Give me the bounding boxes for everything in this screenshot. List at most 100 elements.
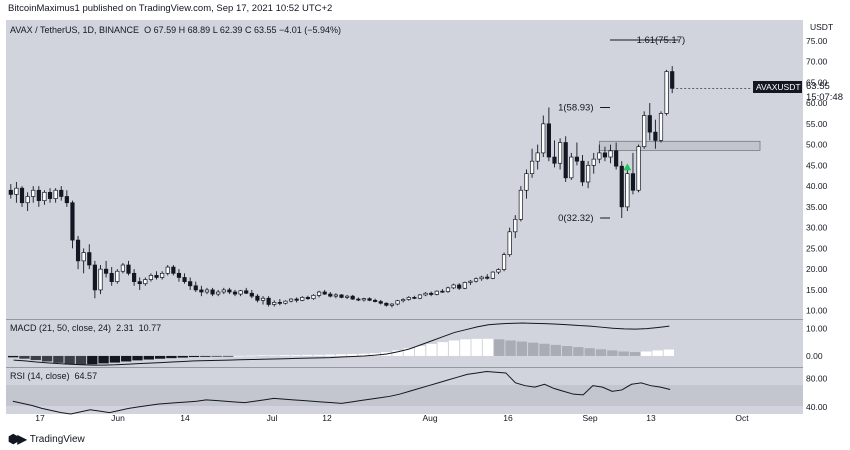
candle (558, 138, 563, 170)
rsi-legend: RSI (14, close) 64.57 (10, 371, 97, 381)
macd-histogram-bar (414, 345, 426, 356)
candle (384, 302, 389, 307)
fib-level-label: 1(58.93) (558, 102, 593, 113)
macd-legend-v1: 2.31 (116, 323, 134, 333)
candle-body (642, 115, 647, 148)
candle (244, 287, 249, 295)
candle-body (232, 291, 238, 295)
candle-body (316, 291, 322, 296)
macd-histogram-bar (347, 354, 358, 356)
candle (42, 190, 47, 205)
price-axis-tick-label: 35.00 (806, 202, 828, 212)
candle (64, 190, 69, 207)
candle-body (75, 239, 81, 262)
macd-histogram-bar (121, 355, 132, 362)
candle-body (339, 294, 344, 298)
candle (216, 289, 221, 297)
macd-histogram-bar (482, 338, 494, 356)
macd-histogram-bar (460, 339, 471, 356)
macd-histogram-bar (663, 349, 674, 356)
candle-body (272, 302, 277, 305)
candle-body (580, 160, 585, 183)
candle (171, 265, 176, 276)
candle (81, 248, 86, 274)
candle (188, 277, 193, 290)
macd-histogram-bar (607, 350, 618, 356)
macd-histogram-bar (245, 355, 256, 357)
candle (165, 265, 170, 276)
rsi-band (6, 385, 803, 406)
candle-body (614, 150, 619, 167)
candle (440, 289, 445, 293)
candle-body (574, 156, 579, 162)
candle (266, 296, 271, 307)
macd-histogram-bar (539, 343, 550, 356)
candle (468, 279, 473, 285)
candle-body (59, 189, 64, 197)
candle (92, 260, 97, 299)
candle-body (670, 71, 675, 89)
candle-body (552, 156, 557, 164)
candle-body (311, 294, 316, 300)
candle (501, 252, 507, 272)
candle-body (277, 302, 282, 304)
axis-unit-label: USDT (810, 22, 834, 32)
time-axis-tick-label: 13 (646, 413, 656, 423)
macd-histogram-bar (200, 355, 211, 357)
macd-histogram-bar (629, 352, 641, 356)
rsi-legend-title[interactable]: RSI (14, close) (10, 371, 70, 381)
candle-body (126, 264, 131, 274)
candle-body (193, 285, 198, 291)
candle (277, 299, 282, 306)
candle-body (216, 291, 221, 295)
candle-body (244, 290, 249, 294)
candle (260, 296, 266, 305)
candle (586, 161, 591, 189)
pane-separator (6, 319, 803, 320)
candle (232, 289, 238, 297)
candle (597, 144, 602, 164)
candle (333, 293, 338, 299)
price-axis-tick-label: 25.00 (806, 243, 828, 253)
candle (199, 285, 204, 297)
candle-body (367, 298, 372, 301)
candle (283, 300, 288, 305)
macd-histogram-bar (222, 355, 234, 357)
candle (204, 287, 210, 295)
macd-axis-tick-label: 10.00 (806, 323, 828, 333)
candle-body (653, 131, 658, 141)
candle-body (8, 189, 13, 195)
candle-body (182, 277, 187, 282)
candle-body (546, 123, 551, 158)
candle (322, 289, 327, 295)
candle (485, 274, 490, 280)
candle-body (148, 275, 154, 280)
macd-histogram-bar (109, 355, 121, 363)
candle (524, 169, 529, 199)
candle-body (485, 276, 490, 279)
candle (658, 111, 664, 143)
candle-body (423, 292, 428, 296)
price-tag-symbol: AVAXUSDT (753, 81, 802, 93)
candle-body (664, 71, 669, 114)
macd-histogram-bar (256, 355, 268, 356)
candle-body (658, 113, 664, 141)
price-axis-tick-label: 65.00 (806, 77, 828, 87)
candle-body (636, 146, 641, 191)
candle-body (356, 298, 361, 301)
footer-brand-text: TradingView (29, 433, 85, 445)
candle-body (440, 290, 445, 293)
candle (423, 292, 428, 297)
candle-body (529, 160, 535, 175)
pane-separator (6, 367, 803, 368)
legend-symbol[interactable]: AVAX / TetherUS, 1D, BINANCE (10, 25, 140, 35)
price-axis-tick-label: 45.00 (806, 160, 828, 170)
price-axis-tick-label: 20.00 (806, 264, 828, 274)
candle-body (602, 152, 608, 158)
macd-histogram-bar (618, 351, 629, 356)
candle (642, 111, 647, 149)
candle (563, 136, 568, 182)
footer-brand[interactable]: ⬢▶ TradingView (8, 432, 85, 446)
macd-legend-title[interactable]: MACD (21, 50, close, 24) (10, 323, 112, 333)
